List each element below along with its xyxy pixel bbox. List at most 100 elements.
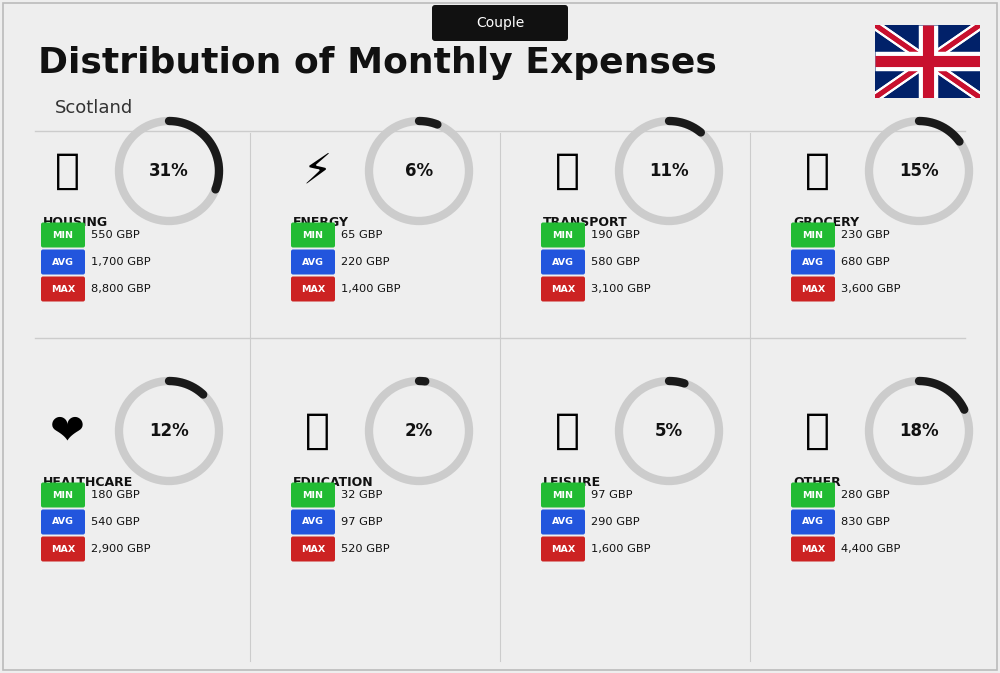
Text: 3,100 GBP: 3,100 GBP <box>591 284 651 294</box>
Text: 97 GBP: 97 GBP <box>591 490 633 500</box>
FancyBboxPatch shape <box>541 277 585 302</box>
Text: Scotland: Scotland <box>55 99 133 117</box>
Text: 6%: 6% <box>405 162 433 180</box>
Text: AVG: AVG <box>52 258 74 267</box>
Text: 280 GBP: 280 GBP <box>841 490 890 500</box>
Text: ❤: ❤ <box>50 410 84 452</box>
Text: AVG: AVG <box>802 518 824 526</box>
Text: 520 GBP: 520 GBP <box>341 544 390 554</box>
Text: MAX: MAX <box>551 285 575 293</box>
Text: AVG: AVG <box>302 258 324 267</box>
Text: ENERGY: ENERGY <box>293 216 349 229</box>
Text: MAX: MAX <box>301 544 325 553</box>
Text: 32 GBP: 32 GBP <box>341 490 382 500</box>
FancyBboxPatch shape <box>291 483 335 507</box>
Text: AVG: AVG <box>552 258 574 267</box>
Text: AVG: AVG <box>302 518 324 526</box>
Text: 190 GBP: 190 GBP <box>591 230 640 240</box>
FancyBboxPatch shape <box>791 223 835 248</box>
Text: 4,400 GBP: 4,400 GBP <box>841 544 900 554</box>
Text: 3,600 GBP: 3,600 GBP <box>841 284 900 294</box>
Text: Couple: Couple <box>476 16 524 30</box>
FancyBboxPatch shape <box>541 536 585 561</box>
Text: 1,700 GBP: 1,700 GBP <box>91 257 151 267</box>
Text: 2%: 2% <box>405 422 433 440</box>
FancyBboxPatch shape <box>432 5 568 41</box>
Text: MIN: MIN <box>552 491 574 499</box>
Text: MIN: MIN <box>552 230 574 240</box>
FancyBboxPatch shape <box>291 536 335 561</box>
Text: 1,400 GBP: 1,400 GBP <box>341 284 400 294</box>
Text: 580 GBP: 580 GBP <box>591 257 640 267</box>
FancyBboxPatch shape <box>791 483 835 507</box>
FancyBboxPatch shape <box>791 250 835 275</box>
FancyBboxPatch shape <box>41 483 85 507</box>
Text: MIN: MIN <box>803 230 824 240</box>
FancyBboxPatch shape <box>541 483 585 507</box>
Text: TRANSPORT: TRANSPORT <box>543 216 628 229</box>
Text: MIN: MIN <box>302 230 324 240</box>
Text: 2,900 GBP: 2,900 GBP <box>91 544 150 554</box>
Text: MAX: MAX <box>301 285 325 293</box>
Text: 🚌: 🚌 <box>554 150 580 192</box>
Text: EDUCATION: EDUCATION <box>293 476 374 489</box>
Text: MIN: MIN <box>52 491 74 499</box>
Text: 18%: 18% <box>899 422 939 440</box>
Text: Distribution of Monthly Expenses: Distribution of Monthly Expenses <box>38 46 717 80</box>
Text: OTHER: OTHER <box>793 476 841 489</box>
FancyBboxPatch shape <box>541 223 585 248</box>
FancyBboxPatch shape <box>541 250 585 275</box>
Text: 65 GBP: 65 GBP <box>341 230 382 240</box>
Text: AVG: AVG <box>52 518 74 526</box>
Text: 🛒: 🛒 <box>804 150 830 192</box>
Text: MAX: MAX <box>801 285 825 293</box>
Text: LEISURE: LEISURE <box>543 476 601 489</box>
FancyBboxPatch shape <box>41 509 85 534</box>
Text: MIN: MIN <box>302 491 324 499</box>
Text: 97 GBP: 97 GBP <box>341 517 382 527</box>
FancyBboxPatch shape <box>291 250 335 275</box>
Text: 540 GBP: 540 GBP <box>91 517 140 527</box>
FancyBboxPatch shape <box>791 509 835 534</box>
Text: 15%: 15% <box>899 162 939 180</box>
Text: 230 GBP: 230 GBP <box>841 230 890 240</box>
FancyBboxPatch shape <box>41 277 85 302</box>
Text: HOUSING: HOUSING <box>43 216 108 229</box>
Text: 🛍: 🛍 <box>554 410 580 452</box>
Text: 180 GBP: 180 GBP <box>91 490 140 500</box>
FancyBboxPatch shape <box>41 250 85 275</box>
Text: AVG: AVG <box>802 258 824 267</box>
Text: 830 GBP: 830 GBP <box>841 517 890 527</box>
FancyBboxPatch shape <box>541 509 585 534</box>
Text: ⚡: ⚡ <box>302 150 332 192</box>
Text: 220 GBP: 220 GBP <box>341 257 390 267</box>
Text: 11%: 11% <box>649 162 689 180</box>
Text: 🏢: 🏢 <box>54 150 80 192</box>
Text: MAX: MAX <box>51 544 75 553</box>
Text: MAX: MAX <box>801 544 825 553</box>
FancyBboxPatch shape <box>291 277 335 302</box>
Text: 🎓: 🎓 <box>304 410 330 452</box>
FancyBboxPatch shape <box>291 223 335 248</box>
FancyBboxPatch shape <box>41 223 85 248</box>
FancyBboxPatch shape <box>41 536 85 561</box>
Text: 680 GBP: 680 GBP <box>841 257 890 267</box>
Text: 31%: 31% <box>149 162 189 180</box>
Text: MIN: MIN <box>803 491 824 499</box>
Text: 550 GBP: 550 GBP <box>91 230 140 240</box>
Text: AVG: AVG <box>552 518 574 526</box>
Text: 1,600 GBP: 1,600 GBP <box>591 544 650 554</box>
Text: MIN: MIN <box>52 230 74 240</box>
Text: MAX: MAX <box>551 544 575 553</box>
FancyBboxPatch shape <box>291 509 335 534</box>
Text: HEALTHCARE: HEALTHCARE <box>43 476 133 489</box>
Text: 8,800 GBP: 8,800 GBP <box>91 284 151 294</box>
Text: 12%: 12% <box>149 422 189 440</box>
Text: MAX: MAX <box>51 285 75 293</box>
FancyBboxPatch shape <box>791 536 835 561</box>
Text: 5%: 5% <box>655 422 683 440</box>
FancyBboxPatch shape <box>791 277 835 302</box>
Text: GROCERY: GROCERY <box>793 216 859 229</box>
Text: 290 GBP: 290 GBP <box>591 517 640 527</box>
Text: 💰: 💰 <box>804 410 830 452</box>
